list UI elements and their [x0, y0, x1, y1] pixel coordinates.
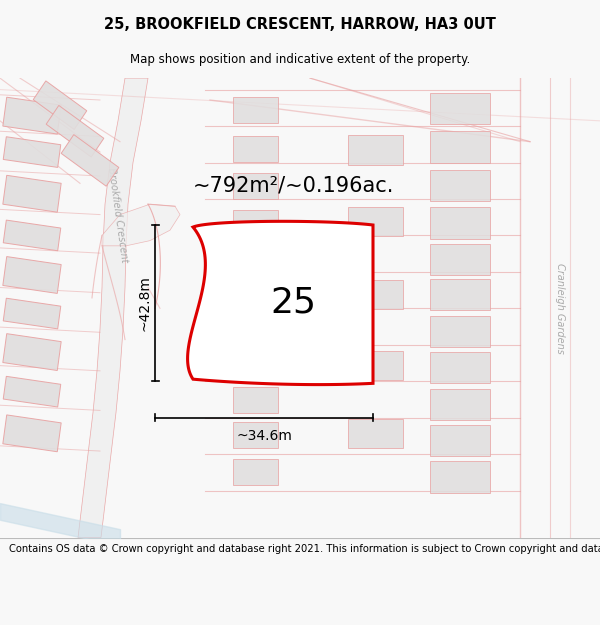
Text: Brookfield Crescent: Brookfield Crescent: [106, 166, 130, 262]
Polygon shape: [46, 106, 104, 157]
Polygon shape: [233, 281, 277, 307]
Polygon shape: [233, 316, 277, 342]
Text: ~34.6m: ~34.6m: [236, 429, 292, 444]
Polygon shape: [430, 92, 490, 124]
Polygon shape: [430, 461, 490, 492]
Polygon shape: [78, 78, 148, 538]
Polygon shape: [430, 316, 490, 347]
Polygon shape: [233, 98, 277, 123]
Text: Map shows position and indicative extent of the property.: Map shows position and indicative extent…: [130, 53, 470, 66]
Polygon shape: [61, 134, 119, 186]
Polygon shape: [430, 170, 490, 201]
Polygon shape: [347, 136, 403, 164]
Polygon shape: [102, 204, 180, 246]
Polygon shape: [3, 415, 61, 452]
Polygon shape: [233, 387, 277, 413]
Polygon shape: [233, 459, 277, 485]
Polygon shape: [430, 131, 490, 162]
Polygon shape: [430, 389, 490, 420]
Polygon shape: [233, 136, 277, 162]
Text: Contains OS data © Crown copyright and database right 2021. This information is : Contains OS data © Crown copyright and d…: [9, 544, 600, 554]
Polygon shape: [3, 334, 61, 371]
Polygon shape: [3, 220, 61, 251]
Polygon shape: [430, 279, 490, 311]
Polygon shape: [3, 376, 61, 407]
Text: 25: 25: [270, 285, 316, 319]
Text: ~792m²/~0.196ac.: ~792m²/~0.196ac.: [193, 176, 394, 196]
Polygon shape: [233, 210, 277, 236]
Polygon shape: [430, 208, 490, 239]
Polygon shape: [188, 221, 373, 384]
Polygon shape: [3, 137, 61, 168]
Text: 25, BROOKFIELD CRESCENT, HARROW, HA3 0UT: 25, BROOKFIELD CRESCENT, HARROW, HA3 0UT: [104, 17, 496, 32]
Text: Cranleigh Gardens: Cranleigh Gardens: [555, 263, 565, 354]
Polygon shape: [233, 422, 277, 449]
Polygon shape: [430, 425, 490, 456]
Polygon shape: [347, 419, 403, 448]
Polygon shape: [3, 98, 61, 134]
Polygon shape: [233, 173, 277, 199]
Polygon shape: [3, 257, 61, 293]
Polygon shape: [347, 351, 403, 380]
Polygon shape: [3, 298, 61, 329]
Polygon shape: [430, 244, 490, 275]
Polygon shape: [347, 280, 403, 309]
Polygon shape: [33, 81, 87, 129]
Polygon shape: [233, 351, 277, 376]
Text: ~42.8m: ~42.8m: [138, 275, 152, 331]
Polygon shape: [347, 208, 403, 236]
Polygon shape: [233, 245, 277, 271]
Polygon shape: [3, 176, 61, 212]
Polygon shape: [430, 352, 490, 383]
